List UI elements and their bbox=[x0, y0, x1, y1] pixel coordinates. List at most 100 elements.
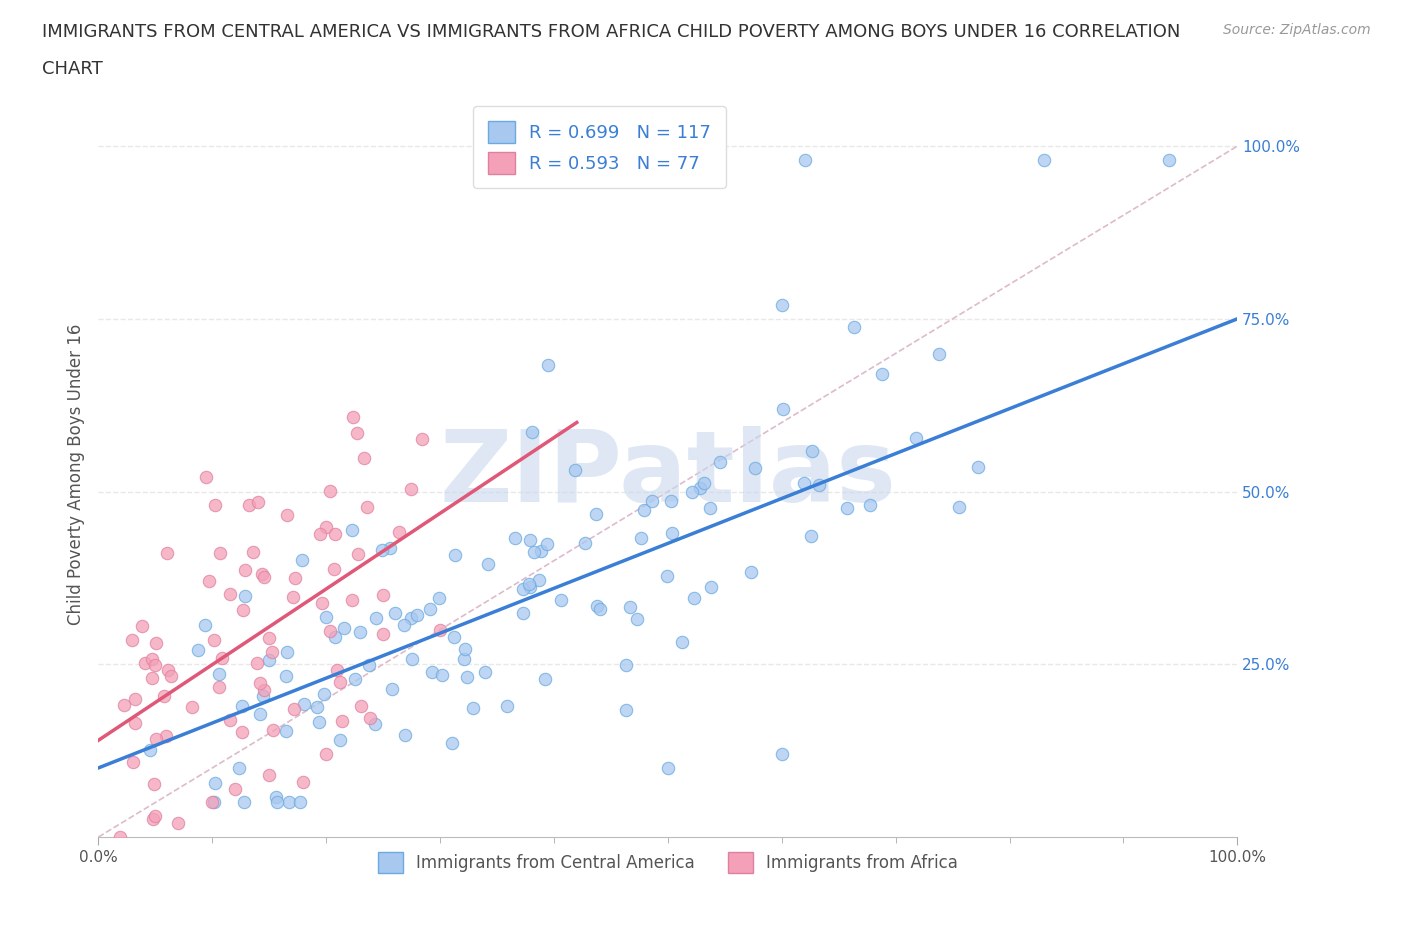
Point bbox=[232, 795, 254, 810]
Point bbox=[278, 795, 301, 810]
Text: Source: ZipAtlas.com: Source: ZipAtlas.com bbox=[1223, 23, 1371, 37]
Point bbox=[530, 544, 553, 559]
Point bbox=[659, 494, 682, 509]
Point bbox=[145, 636, 167, 651]
Point bbox=[356, 499, 378, 514]
Point bbox=[550, 592, 572, 607]
Point bbox=[441, 736, 464, 751]
Point bbox=[384, 605, 406, 620]
Point bbox=[381, 682, 404, 697]
Point bbox=[141, 671, 163, 685]
Point bbox=[366, 610, 388, 625]
Point bbox=[344, 672, 367, 687]
Point bbox=[202, 795, 225, 810]
Point bbox=[614, 702, 637, 717]
Point bbox=[844, 319, 866, 334]
Point bbox=[699, 500, 721, 515]
Point bbox=[315, 747, 337, 762]
Text: ZIPatlas: ZIPatlas bbox=[440, 426, 896, 523]
Point bbox=[330, 714, 353, 729]
Point bbox=[693, 475, 716, 490]
Point bbox=[655, 568, 678, 583]
Point bbox=[266, 795, 288, 810]
Point bbox=[288, 795, 311, 810]
Point bbox=[224, 781, 246, 796]
Point bbox=[253, 569, 276, 584]
Point bbox=[859, 498, 882, 513]
Point bbox=[399, 610, 422, 625]
Point bbox=[139, 742, 162, 757]
Point bbox=[315, 520, 337, 535]
Point bbox=[430, 668, 453, 683]
Point bbox=[371, 627, 394, 642]
Point bbox=[689, 481, 711, 496]
Point bbox=[292, 775, 315, 790]
Point bbox=[681, 485, 703, 499]
Point bbox=[156, 662, 179, 677]
Point bbox=[793, 153, 815, 167]
Point bbox=[242, 545, 264, 560]
Point bbox=[145, 809, 167, 824]
Point bbox=[209, 545, 232, 560]
Point bbox=[122, 755, 145, 770]
Point bbox=[401, 652, 423, 667]
Point bbox=[207, 680, 229, 695]
Point bbox=[264, 790, 287, 804]
Point bbox=[517, 577, 540, 591]
Point bbox=[429, 622, 451, 637]
Point bbox=[233, 589, 256, 604]
Point bbox=[315, 609, 337, 624]
Point bbox=[284, 570, 307, 585]
Point bbox=[305, 699, 328, 714]
Point bbox=[574, 536, 596, 551]
Point bbox=[512, 581, 534, 596]
Point bbox=[474, 664, 496, 679]
Point bbox=[519, 579, 541, 594]
Point bbox=[134, 656, 156, 671]
Legend: Immigrants from Central America, Immigrants from Africa: Immigrants from Central America, Immigra… bbox=[371, 845, 965, 880]
Point bbox=[378, 541, 401, 556]
Point bbox=[283, 701, 305, 716]
Point bbox=[456, 670, 478, 684]
Point bbox=[329, 733, 352, 748]
Point bbox=[630, 530, 652, 545]
Point bbox=[619, 600, 641, 615]
Point bbox=[253, 683, 276, 698]
Point bbox=[314, 686, 336, 701]
Point bbox=[155, 729, 177, 744]
Point bbox=[142, 812, 165, 827]
Point bbox=[228, 760, 250, 775]
Point bbox=[657, 761, 679, 776]
Point bbox=[340, 523, 363, 538]
Point bbox=[252, 689, 274, 704]
Point bbox=[808, 478, 831, 493]
Point bbox=[326, 663, 349, 678]
Point bbox=[633, 502, 655, 517]
Point bbox=[394, 618, 416, 632]
Point bbox=[281, 590, 304, 604]
Point bbox=[614, 658, 637, 672]
Point bbox=[308, 714, 330, 729]
Point bbox=[585, 507, 607, 522]
Point bbox=[332, 620, 354, 635]
Point bbox=[318, 484, 340, 498]
Point bbox=[340, 592, 363, 607]
Point bbox=[325, 630, 347, 644]
Point bbox=[124, 715, 146, 730]
Point bbox=[231, 698, 253, 713]
Point bbox=[523, 545, 546, 560]
Point bbox=[112, 698, 135, 712]
Point bbox=[927, 346, 949, 361]
Point bbox=[740, 565, 762, 579]
Point bbox=[201, 795, 224, 810]
Point bbox=[588, 601, 610, 616]
Point bbox=[453, 651, 475, 666]
Point bbox=[346, 426, 368, 441]
Point bbox=[257, 631, 280, 645]
Point bbox=[204, 776, 226, 790]
Point bbox=[156, 545, 179, 560]
Point bbox=[276, 644, 298, 659]
Point bbox=[187, 643, 209, 658]
Point bbox=[420, 664, 443, 679]
Point bbox=[870, 366, 893, 381]
